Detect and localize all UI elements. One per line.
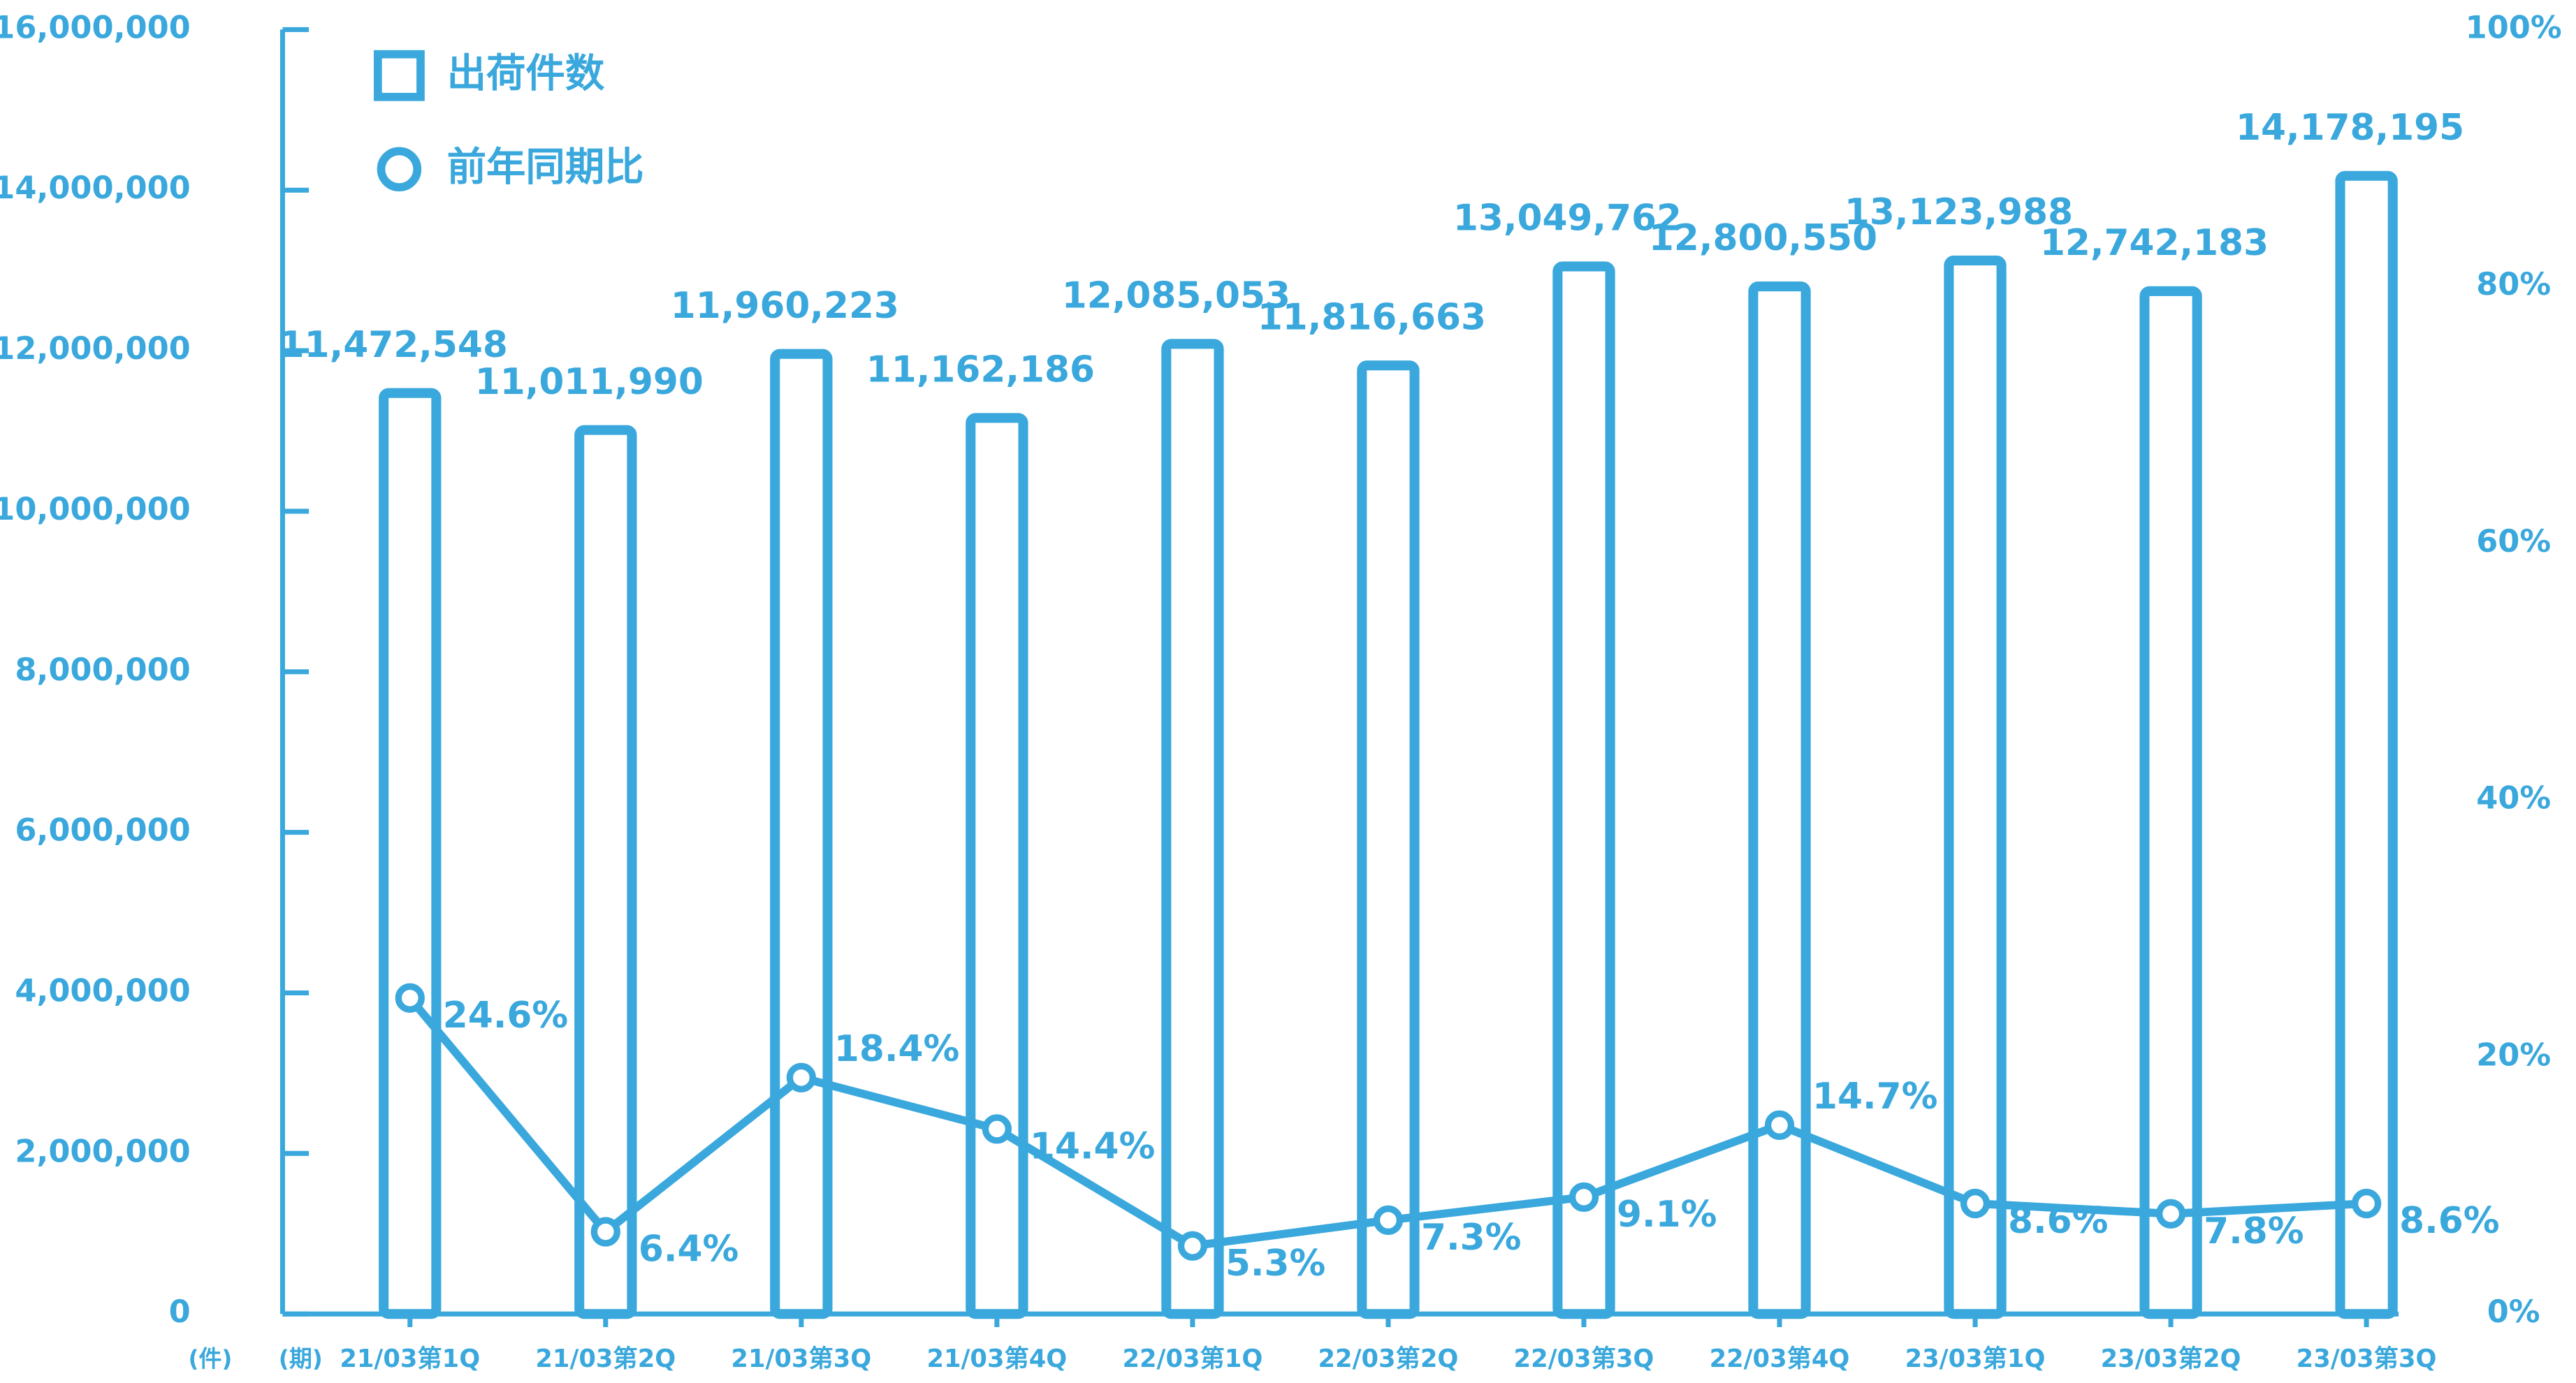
line-value-label: 24.6%: [443, 995, 568, 1037]
legend-swatch: [373, 50, 425, 101]
line-value-label: 5.3%: [1225, 1243, 1325, 1285]
x-tick-label: 22/03第3Q: [1514, 1345, 1654, 1373]
line-value-label: 9.1%: [1617, 1194, 1717, 1236]
y-tick-label: 10,000,000: [0, 491, 191, 527]
x-tick-label: 21/03第4Q: [926, 1345, 1067, 1373]
bar-value-label: 14,178,195: [2236, 107, 2464, 149]
bar-value-label: 12,742,183: [2040, 222, 2269, 264]
legend-label: 出荷件数: [447, 51, 605, 96]
line-point: [1373, 1205, 1404, 1236]
bar-value-label: 13,049,762: [1453, 198, 1682, 240]
x-unit-label: (期): [279, 1345, 323, 1373]
bar-value-label: 11,816,663: [1258, 296, 1486, 338]
bar: [2335, 170, 2398, 1319]
bar: [966, 413, 1028, 1319]
y2-tick-label: 60%: [2476, 523, 2551, 559]
x-tick-label: 23/03第1Q: [1905, 1345, 2046, 1373]
x-tick-label: 23/03第2Q: [2101, 1345, 2241, 1373]
line-value-label: 18.4%: [834, 1028, 959, 1070]
line-value-label: 8.6%: [2008, 1200, 2108, 1242]
bar: [1552, 261, 1615, 1319]
line-value-label: 6.4%: [639, 1229, 738, 1271]
y-tick-label: 4,000,000: [15, 972, 190, 1009]
line-value-label: 14.4%: [1030, 1126, 1155, 1168]
legend-label: 前年同期比: [447, 145, 644, 190]
y2-tick-label: 0%: [2487, 1294, 2540, 1330]
y2-tick-label: 20%: [2476, 1037, 2551, 1073]
line-point: [2351, 1188, 2382, 1219]
line-point: [982, 1114, 1012, 1144]
bar: [1161, 339, 1224, 1319]
x-tick-label: 23/03第3Q: [2297, 1345, 2437, 1373]
bar: [379, 388, 442, 1319]
y-tick-label: 14,000,000: [0, 170, 191, 206]
line-point: [786, 1062, 817, 1093]
bar-value-label: 13,123,988: [1844, 191, 2073, 233]
y-tick-label: 12,000,000: [0, 330, 191, 367]
line-value-label: 14.7%: [1812, 1076, 1937, 1118]
y-tick-label: 0: [169, 1294, 191, 1330]
y-tick-label: 2,000,000: [15, 1133, 190, 1169]
line-point: [2155, 1199, 2186, 1229]
bar: [1748, 281, 1811, 1319]
legend-swatch: [377, 147, 422, 191]
x-tick-label: 22/03第4Q: [1710, 1345, 1850, 1373]
bar: [2139, 286, 2202, 1319]
bar-value-label: 12,800,550: [1649, 217, 1877, 259]
bar: [574, 425, 637, 1319]
x-tick-label: 21/03第3Q: [731, 1345, 871, 1373]
line-value-label: 8.6%: [2399, 1200, 2499, 1242]
x-tick-label: 22/03第2Q: [1318, 1345, 1459, 1373]
x-tick-label: 21/03第1Q: [340, 1345, 480, 1373]
bar: [770, 349, 833, 1319]
bar-value-label: 11,162,186: [866, 349, 1095, 391]
line-point: [1177, 1231, 1208, 1261]
x-tick-label: 21/03第2Q: [535, 1345, 676, 1373]
line-point: [590, 1217, 620, 1247]
line-point: [1960, 1188, 1991, 1219]
bar-value-label: 11,472,548: [279, 324, 508, 366]
y-tick-label: 16,000,000: [0, 9, 191, 45]
bar-value-label: 11,960,223: [671, 285, 899, 327]
y-tick-label: 8,000,000: [15, 652, 190, 688]
line-point: [1569, 1182, 1599, 1213]
line-value-label: 7.3%: [1421, 1217, 1521, 1259]
y2-tick-label: 40%: [2476, 780, 2551, 817]
line-point: [395, 983, 425, 1014]
line-point: [1764, 1110, 1795, 1141]
bar-value-label: 12,085,053: [1062, 275, 1290, 316]
bar: [1944, 255, 2007, 1319]
bar-value-label: 11,011,990: [475, 361, 704, 403]
y-tick-label: 6,000,000: [15, 812, 190, 849]
bar: [1357, 360, 1420, 1319]
y2-tick-label: 100%: [2466, 9, 2562, 45]
line-value-label: 7.8%: [2204, 1210, 2304, 1252]
y-unit-label: (件): [188, 1345, 232, 1373]
y2-tick-label: 80%: [2476, 266, 2551, 302]
x-tick-label: 22/03第1Q: [1122, 1345, 1262, 1373]
